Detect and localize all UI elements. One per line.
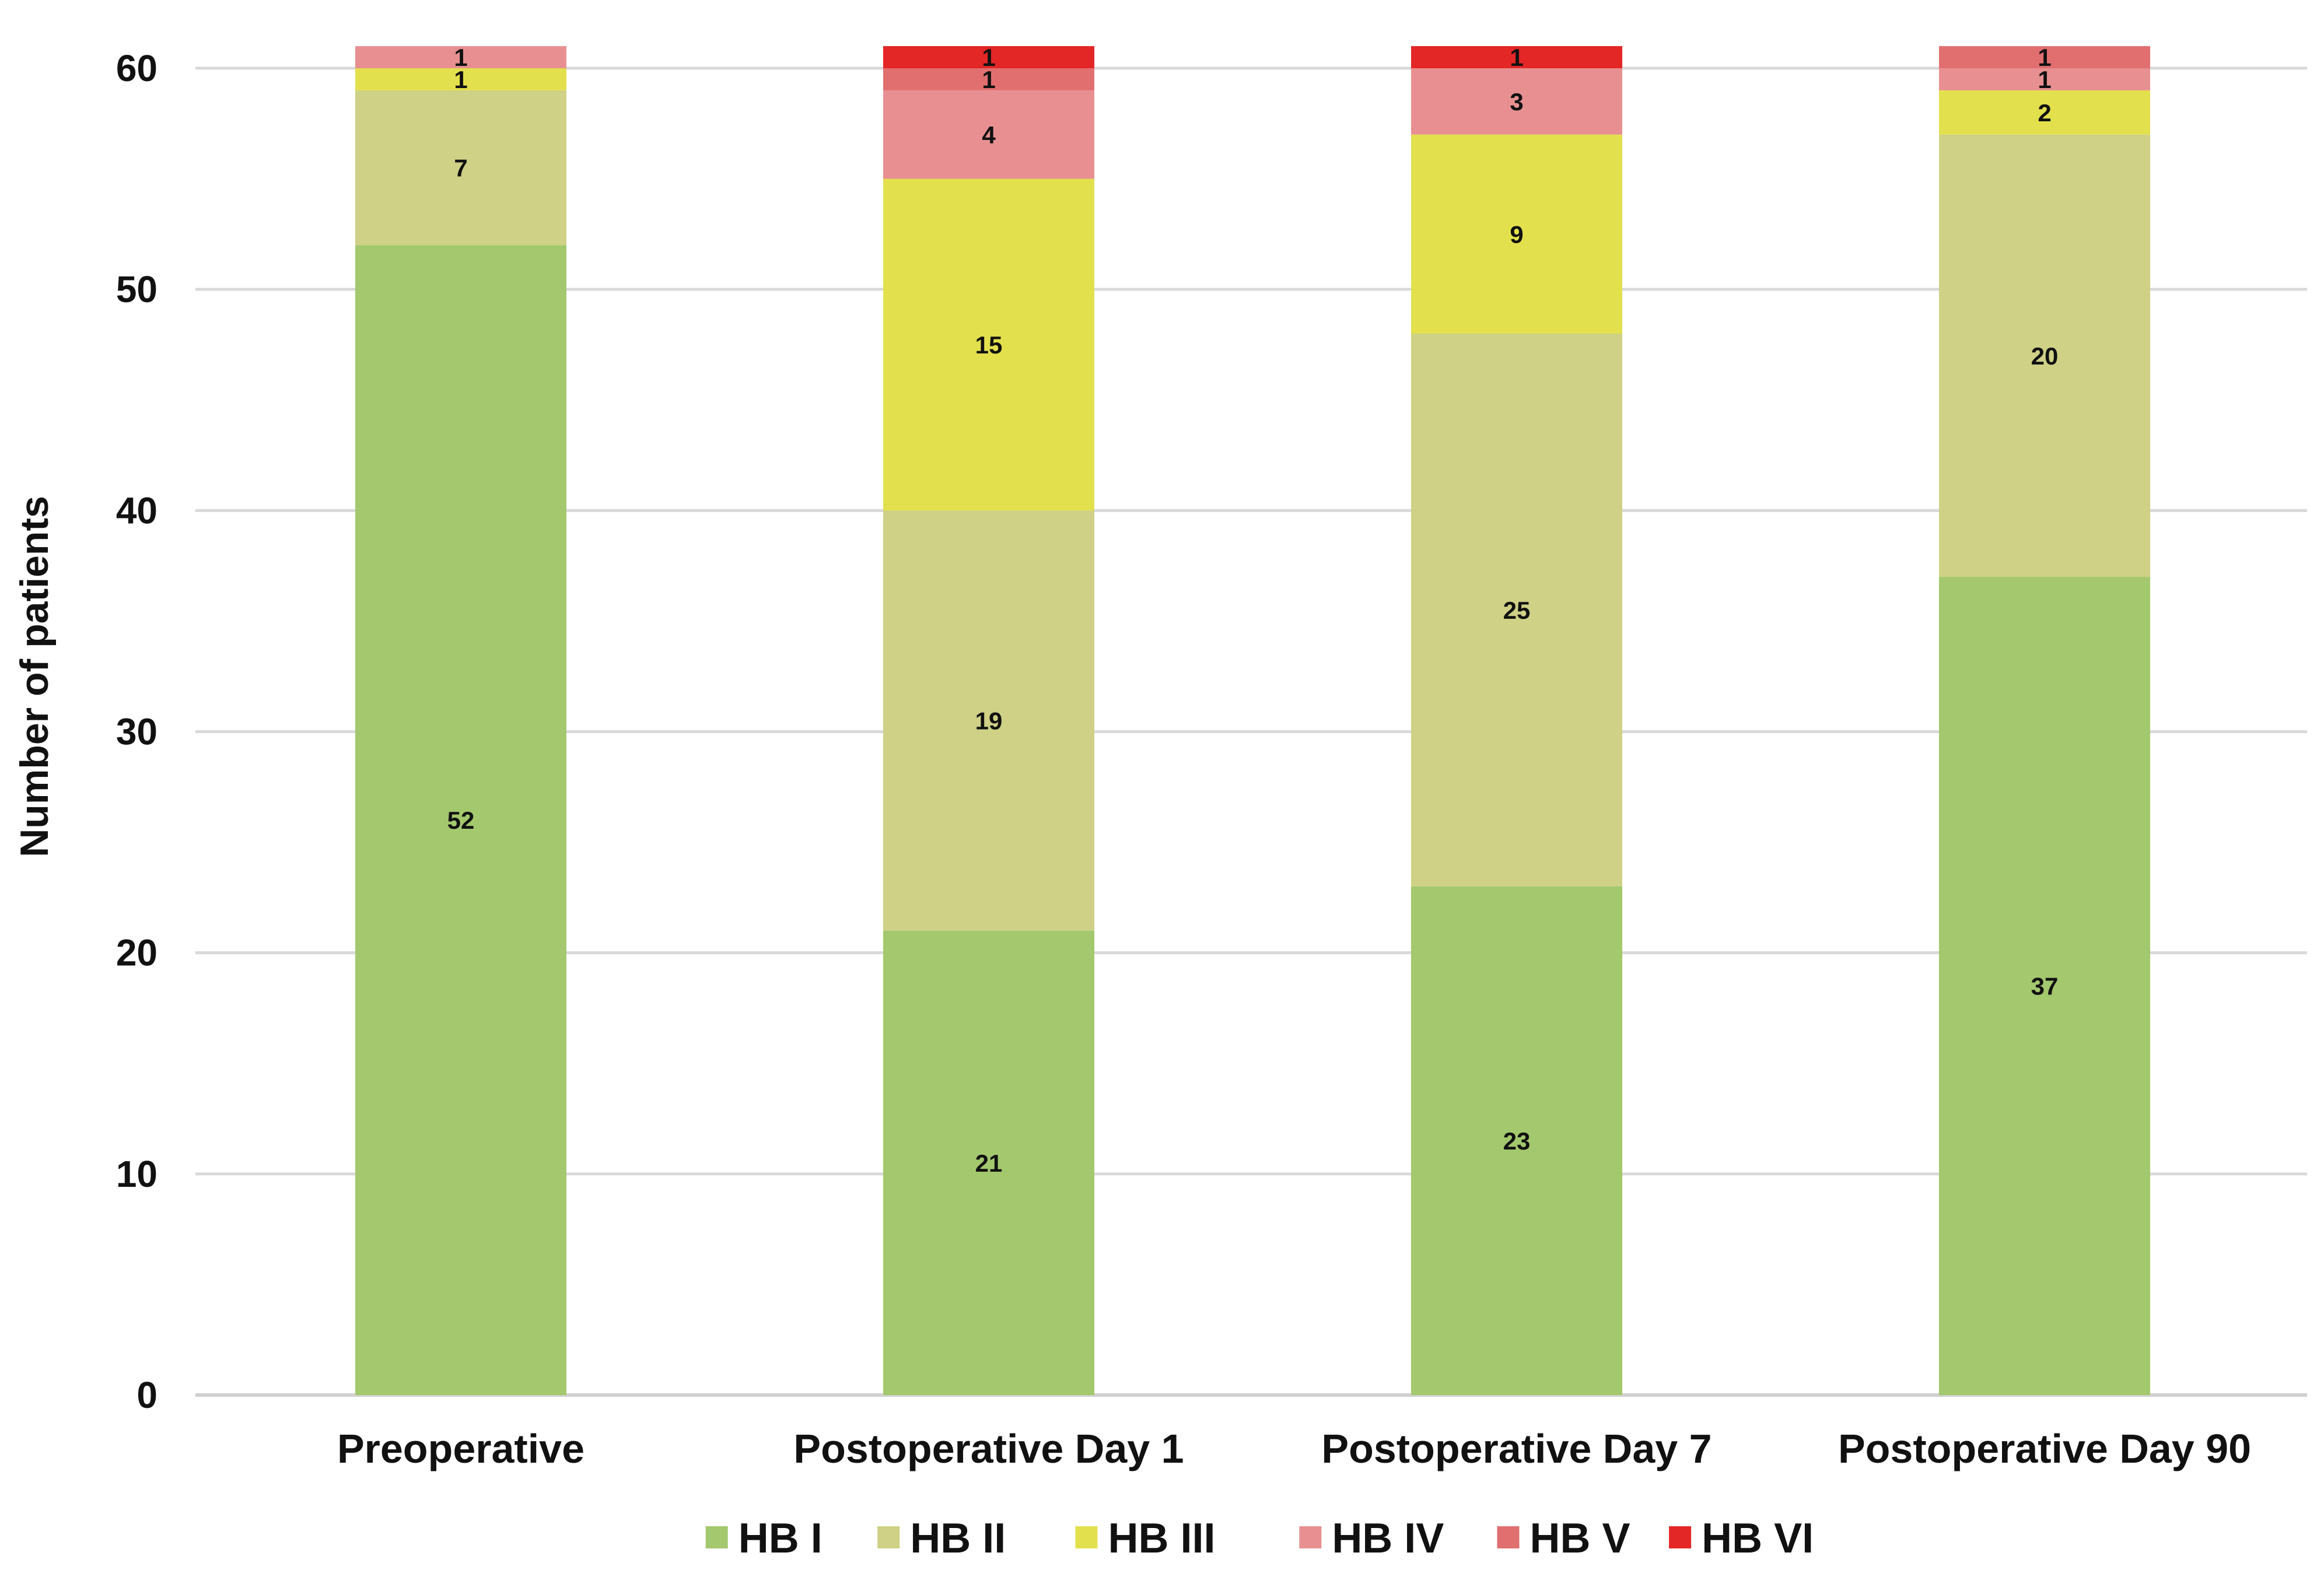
- bar-segment-hb-iv-postoperative-day-90: [1939, 68, 2150, 90]
- bar-segment-hb-vi-postoperative-day-1: [883, 46, 1094, 68]
- legend-item-hb-i: HB I: [705, 1515, 822, 1562]
- legend-swatch-hb-ii: [877, 1526, 900, 1548]
- legend-label-hb-i: HB I: [738, 1515, 822, 1562]
- bar-segment-hb-iii-postoperative-day-90: [1939, 90, 2150, 135]
- bar-segment-hb-i-preoperative: [355, 245, 566, 1395]
- data-label-hb-iv-preoperative: 1: [454, 44, 467, 71]
- x-axis-category-labels: Preoperative Postoperative Day 1 Postopera…: [337, 1426, 2251, 1471]
- bar-segment-hb-ii-postoperative-day-90: [1939, 134, 2150, 577]
- y-tick-label-20: 20: [116, 932, 158, 974]
- data-label-hb-iv-postoperative-day-1: 4: [982, 121, 996, 149]
- data-label-hb-iii-postoperative-day-1: 15: [975, 331, 1003, 359]
- legend-swatch-hb-i: [705, 1526, 728, 1548]
- data-label-hb-i-postoperative-day-90: 37: [2031, 973, 2059, 1000]
- data-label-hb-i-postoperative-day-7: 23: [1503, 1127, 1531, 1155]
- legend-swatch-hb-vi: [1669, 1526, 1692, 1548]
- x-category-label-postoperative-day-1: Postoperative Day 1: [793, 1426, 1184, 1471]
- bar-segment-hb-vi-postoperative-day-7: [1411, 46, 1622, 68]
- bar-segment-hb-ii-postoperative-day-7: [1411, 334, 1622, 886]
- x-category-label-postoperative-day-90: Postoperative Day 90: [1838, 1426, 2251, 1471]
- legend-swatch-hb-v: [1497, 1526, 1520, 1548]
- legend-item-hb-v: HB V: [1497, 1515, 1630, 1562]
- y-tick-label-0: 0: [136, 1374, 158, 1416]
- bar-segment-hb-ii-preoperative: [355, 90, 566, 246]
- y-tick-label-10: 10: [116, 1153, 158, 1195]
- bar-segment-hb-ii-postoperative-day-1: [883, 510, 1094, 931]
- data-label-hb-ii-preoperative: 7: [454, 155, 467, 182]
- bar-segment-hb-i-postoperative-day-1: [883, 930, 1094, 1395]
- legend-label-hb-vi: HB VI: [1702, 1515, 1814, 1562]
- bar-segment-hb-iv-postoperative-day-1: [883, 90, 1094, 179]
- legend-label-hb-iii: HB III: [1108, 1515, 1215, 1562]
- bars: [355, 46, 2150, 1396]
- data-label-hb-iv-postoperative-day-7: 3: [1510, 88, 1523, 115]
- data-label-hb-i-preoperative: 52: [447, 807, 475, 834]
- data-label-hb-vi-postoperative-day-7: 1: [1510, 44, 1523, 71]
- bar-segment-hb-i-postoperative-day-7: [1411, 886, 1622, 1395]
- legend-item-hb-vi: HB VI: [1669, 1515, 1814, 1562]
- legend-label-hb-v: HB V: [1530, 1515, 1630, 1562]
- data-label-hb-v-postoperative-day-90: 1: [2038, 44, 2051, 71]
- y-tick-label-40: 40: [116, 489, 158, 531]
- data-label-hb-i-postoperative-day-1: 21: [975, 1150, 1003, 1177]
- data-label-hb-ii-postoperative-day-1: 19: [975, 707, 1003, 735]
- data-label-hb-ii-postoperative-day-7: 25: [1503, 597, 1531, 624]
- y-tick-label-60: 60: [116, 47, 158, 89]
- bar-segment-hb-iii-preoperative: [355, 68, 566, 90]
- bar-segment-hb-i-postoperative-day-90: [1939, 577, 2150, 1396]
- bar-segment-hb-iii-postoperative-day-7: [1411, 134, 1622, 334]
- data-label-hb-iv-postoperative-day-90: 1: [2038, 66, 2051, 93]
- bar-segment-hb-v-postoperative-day-90: [1939, 46, 2150, 68]
- bar-segment-hb-iii-postoperative-day-1: [883, 178, 1094, 511]
- data-label-hb-v-postoperative-day-1: 1: [982, 66, 995, 93]
- legend-item-hb-ii: HB II: [877, 1515, 1006, 1562]
- data-label-hb-vi-postoperative-day-1: 1: [982, 44, 995, 71]
- legend-item-hb-iv: HB IV: [1299, 1515, 1444, 1562]
- data-label-hb-iii-postoperative-day-90: 2: [2038, 99, 2051, 127]
- legend-item-hb-iii: HB III: [1075, 1515, 1215, 1562]
- bar-segment-hb-iv-preoperative: [355, 46, 566, 68]
- x-category-label-preoperative: Preoperative: [337, 1426, 584, 1471]
- legend-label-hb-ii: HB II: [910, 1515, 1006, 1562]
- y-axis-title: Number of patients: [12, 496, 57, 857]
- data-label-hb-ii-postoperative-day-90: 20: [2031, 342, 2059, 370]
- y-tick-label-50: 50: [116, 268, 158, 310]
- legend-swatch-hb-iv: [1299, 1526, 1322, 1548]
- x-category-label-postoperative-day-7: Postoperative Day 7: [1321, 1426, 1712, 1471]
- legend-swatch-hb-iii: [1075, 1526, 1098, 1548]
- y-tick-label-30: 30: [116, 711, 158, 753]
- legend: HB I HB II HB III HB IV HB V HB VI: [705, 1515, 1814, 1562]
- bar-segment-hb-iv-postoperative-day-7: [1411, 68, 1622, 135]
- data-label-hb-iii-postoperative-day-7: 9: [1510, 220, 1523, 248]
- legend-label-hb-iv: HB IV: [1332, 1515, 1444, 1562]
- bar-segment-hb-v-postoperative-day-1: [883, 68, 1094, 90]
- y-axis-ticks: 0 10 20 30 40 50 60: [116, 47, 158, 1416]
- data-label-hb-iii-preoperative: 1: [454, 66, 467, 93]
